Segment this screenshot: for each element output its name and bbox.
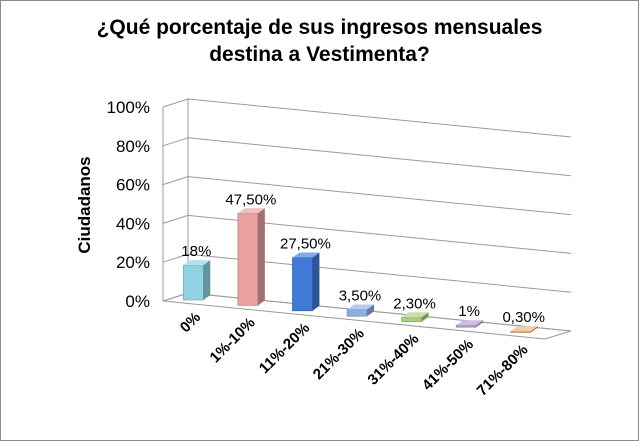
bar-side	[312, 252, 320, 311]
grid-line-side	[162, 137, 189, 147]
data-label: 47,50%	[225, 191, 276, 208]
x-tick-label: 11%-20%	[256, 320, 313, 377]
bars	[183, 208, 538, 333]
bar-2	[237, 208, 265, 306]
grid-line-side	[162, 176, 189, 186]
y-tick-label: 0%	[125, 292, 150, 311]
grid-line	[187, 98, 572, 138]
chart-title-line-1: ¿Qué porcentaje de sus ingresos mensuale…	[96, 16, 543, 39]
bar-top	[183, 260, 211, 266]
y-tick-label: 100%	[107, 98, 150, 117]
x-tick-label: 1%-10%	[207, 314, 259, 366]
data-label: 1%	[458, 303, 480, 320]
grid-line-side	[162, 214, 189, 224]
bar-top	[237, 208, 265, 214]
bar-top	[401, 312, 429, 318]
bar-side	[203, 260, 211, 301]
x-tick-label: 41%-50%	[419, 336, 477, 394]
bar-top	[292, 252, 320, 258]
bar-6	[455, 320, 484, 328]
bar-5	[401, 312, 429, 322]
grid-line-side	[162, 98, 189, 108]
bar-front	[183, 264, 204, 301]
bar-side	[421, 312, 429, 322]
data-label: 18%	[181, 243, 211, 260]
grid-line	[187, 176, 572, 216]
x-tick-label: 31%-40%	[364, 331, 422, 389]
data-labels: 18% 47,50% 27,50% 3,50% 2,30% 1% 0,30%	[181, 191, 545, 326]
x-tick-label: 21%-30%	[310, 325, 368, 383]
bar-front	[237, 213, 259, 306]
bar-side	[257, 208, 265, 306]
bar-1	[183, 260, 211, 301]
y-tick-label: 20%	[116, 253, 150, 272]
bar-top	[347, 304, 374, 310]
data-label: 3,50%	[339, 288, 382, 305]
bar-top	[456, 320, 484, 326]
grid-line-side	[162, 253, 189, 263]
chart-title: ¿Qué porcentaje de sus ingresos mensuale…	[0, 14, 639, 68]
bar-front	[346, 309, 368, 317]
x-tick-label: 71%-80%	[474, 341, 532, 399]
floor	[162, 292, 572, 340]
data-label: 27,50%	[280, 236, 331, 253]
bar-front	[455, 324, 477, 328]
y-tick-label: 80%	[116, 137, 150, 156]
grid-line	[187, 137, 572, 177]
bar-front	[510, 330, 531, 333]
bar-7	[510, 326, 538, 333]
bar-front	[292, 257, 313, 312]
bar-3	[292, 252, 320, 312]
chart-title-line-2: destina a Vestimenta?	[209, 43, 430, 66]
y-tick-label: 60%	[116, 176, 150, 195]
y-tick-labels: 0% 20% 40% 60% 80% 100%	[107, 98, 150, 311]
bar-side	[530, 326, 538, 333]
bar-side	[476, 320, 484, 328]
bar-4	[346, 304, 374, 317]
y-axis-label: Ciudadanos	[75, 156, 94, 253]
data-label: 2,30%	[393, 295, 436, 312]
x-tick-label: 0%	[177, 309, 204, 336]
bar-front	[401, 317, 422, 322]
bar-top	[510, 326, 538, 332]
bar-side	[367, 304, 374, 317]
y-tick-label: 40%	[116, 214, 150, 233]
data-label: 0,30%	[502, 309, 545, 326]
